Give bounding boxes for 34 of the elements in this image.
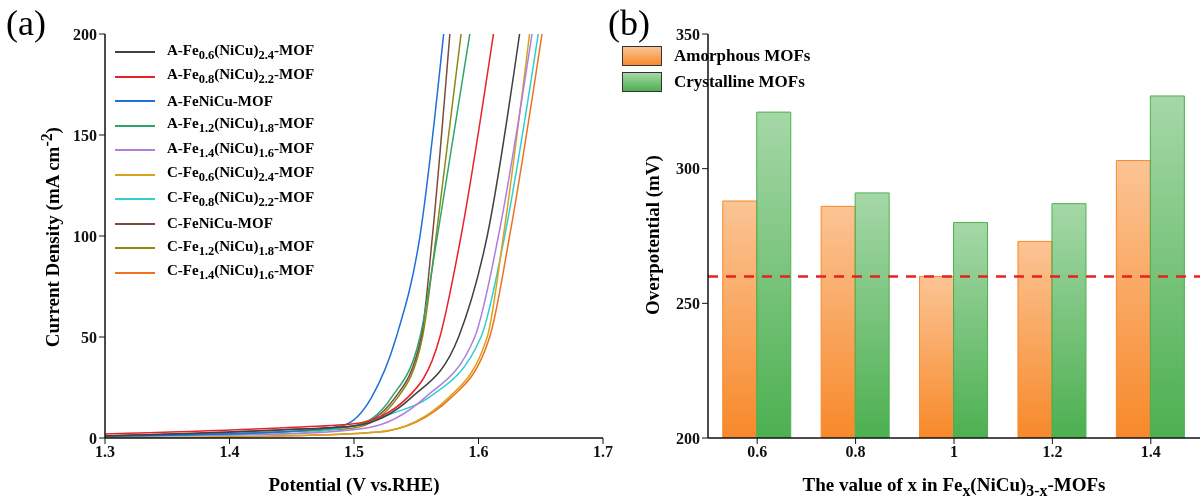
y-tick-label: 200 — [73, 25, 97, 43]
y-tick-label: 200 — [676, 429, 700, 447]
y-axis-title: Overpotential (mV) — [642, 155, 663, 315]
y-tick-label: 300 — [676, 160, 700, 178]
x-tick-label: 0.6 — [747, 443, 768, 461]
x-tick-label: 1.7 — [593, 443, 613, 461]
x-tick-label: 1.4 — [1140, 443, 1161, 461]
legend-label: A-Fe$_{0.6}$(NiCu)$_{2.4}$-MOF — [167, 41, 315, 63]
legend-label: A-Fe$_{0.8}$(NiCu)$_{2.2}$-MOF — [167, 66, 315, 88]
legend-label: C-Fe$_{1.2}$(NiCu)$_{1.8}$-MOF — [167, 237, 315, 259]
y-tick-label: 50 — [81, 328, 97, 346]
x-tick-label: 0.8 — [845, 443, 866, 461]
y-tick-label: 350 — [676, 25, 700, 43]
y-tick-label: 100 — [73, 227, 97, 245]
x-tick-label: 1.6 — [468, 443, 489, 461]
x-tick-label: 1.4 — [219, 443, 240, 461]
legend-label: C-Fe$_{1.4}$(NiCu)$_{1.6}$-MOF — [167, 262, 315, 284]
x-tick-label: 1.3 — [95, 443, 115, 461]
legend-label: A-Fe$_{1.4}$(NiCu)$_{1.6}$-MOF — [167, 139, 315, 161]
y-tick-label: 250 — [676, 295, 700, 313]
legend-label: C-FeNiCu-MOF — [167, 215, 273, 233]
x-axis-title: The value of x in Fe$_{x}$(NiCu)$_{3-x}$-MOFs — [801, 474, 1107, 500]
y-tick-label: 150 — [73, 126, 97, 144]
y-tick-label: 0 — [89, 429, 97, 447]
x-tick-label: 1.5 — [344, 443, 364, 461]
x-tick-label: 1 — [950, 443, 958, 461]
x-tick-label: 1.2 — [1042, 443, 1063, 461]
x-axis-title: Potential (V vs.RHE) — [267, 474, 441, 496]
legend-label: A-Fe$_{1.2}$(NiCu)$_{1.8}$-MOF — [167, 115, 315, 137]
chart-title: (b) — [608, 2, 650, 44]
legend-label: A-FeNiCu-MOF — [167, 92, 273, 110]
chart-title: (a) — [6, 2, 46, 44]
legend-label: C-Fe$_{0.6}$(NiCu)$_{2.4}$-MOF — [167, 164, 315, 186]
legend-label: C-Fe$_{0.8}$(NiCu)$_{2.2}$-MOF — [167, 188, 315, 210]
